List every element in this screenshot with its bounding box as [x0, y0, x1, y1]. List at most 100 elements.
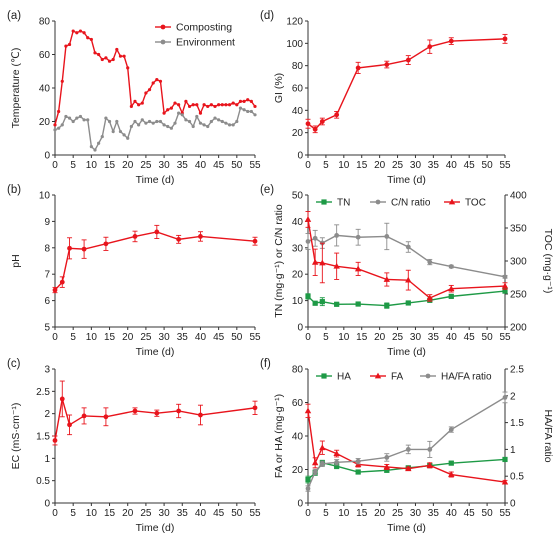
- data-point: [249, 109, 253, 114]
- y-tick-label: 40: [292, 106, 304, 117]
- x-tick-label: 25: [392, 508, 404, 519]
- x-tick-label: 15: [356, 508, 368, 519]
- data-point: [355, 458, 361, 464]
- data-point: [311, 258, 319, 265]
- series-environment: [53, 106, 257, 152]
- data-point: [52, 287, 58, 293]
- data-point: [246, 109, 250, 114]
- data-point: [97, 141, 101, 145]
- y-tick-label: 1: [44, 454, 50, 465]
- y-right-tick-label: 300: [510, 257, 527, 268]
- y-tick-label: 0: [297, 323, 303, 334]
- y-tick-label: 20: [292, 270, 304, 281]
- data-point: [166, 108, 170, 112]
- legend-label: FA: [391, 372, 404, 383]
- x-tick-label: 45: [213, 508, 225, 519]
- x-tick-label: 35: [428, 508, 440, 519]
- y-tick-label: 60: [39, 50, 51, 61]
- legend-label: HA/FA ratio: [441, 372, 492, 383]
- data-point: [104, 56, 108, 60]
- x-tick-label: 55: [499, 508, 511, 519]
- x-tick-label: 40: [446, 332, 458, 343]
- data-point: [107, 59, 112, 63]
- x-tick-label: 35: [428, 332, 440, 343]
- x-tick-label: 15: [104, 160, 116, 171]
- data-point: [133, 99, 137, 103]
- x-tick-label: 0: [305, 160, 311, 171]
- x-tick-label: 55: [249, 508, 261, 519]
- data-point: [224, 103, 228, 107]
- x-tick-label: 35: [428, 160, 440, 171]
- data-point: [227, 103, 232, 107]
- data-point: [502, 36, 508, 42]
- panel-letter: (f): [260, 358, 271, 370]
- x-tick-label: 15: [356, 332, 368, 343]
- data-point: [246, 98, 250, 102]
- x-tick-label: 30: [159, 332, 171, 343]
- data-point: [111, 129, 115, 134]
- x-tick-label: 45: [464, 160, 476, 171]
- data-point: [147, 88, 152, 92]
- data-point: [176, 408, 182, 414]
- data-point: [154, 229, 160, 235]
- data-point: [319, 119, 325, 124]
- series-line: [54, 231, 256, 291]
- data-point: [334, 301, 340, 307]
- x-tick-label: 45: [464, 332, 476, 343]
- y-tick-label: 3: [44, 365, 50, 376]
- data-point: [155, 119, 159, 124]
- x-tick-label: 25: [392, 160, 404, 171]
- data-point: [217, 118, 221, 122]
- x-tick-label: 5: [70, 508, 76, 519]
- y-axis-label: EC (mS·cm⁻¹): [10, 403, 22, 470]
- data-point: [115, 47, 119, 52]
- data-point: [154, 410, 160, 416]
- data-point: [202, 103, 206, 107]
- data-point: [195, 114, 199, 119]
- x-tick-label: 25: [140, 508, 152, 519]
- data-point: [231, 123, 235, 127]
- panel-letter: (b): [7, 184, 21, 196]
- series-c-n-ratio: [305, 222, 508, 280]
- data-point: [502, 288, 508, 294]
- legend-marker: [321, 199, 327, 205]
- x-tick-label: 40: [195, 160, 207, 171]
- data-point: [206, 124, 210, 129]
- data-point: [86, 118, 90, 122]
- data-point: [305, 476, 311, 483]
- data-point: [448, 264, 454, 269]
- data-point: [67, 116, 72, 120]
- data-point: [53, 128, 57, 132]
- series-line: [307, 290, 506, 307]
- data-point: [383, 463, 390, 470]
- data-point: [158, 119, 163, 124]
- y-axis-label: pH: [10, 254, 22, 267]
- y-axis-label: GI (%): [273, 73, 285, 103]
- y-tick-label: 40: [292, 432, 304, 443]
- x-tick-label: 55: [499, 332, 511, 343]
- y-right-tick-label: 250: [510, 290, 527, 301]
- legend-label: Environment: [176, 37, 235, 49]
- y-right-tick-label: 2.5: [510, 365, 524, 376]
- data-point: [126, 66, 130, 70]
- x-tick-label: 30: [159, 160, 171, 171]
- data-point: [100, 134, 104, 139]
- data-point: [213, 116, 217, 120]
- data-point: [305, 486, 311, 491]
- data-point: [304, 407, 312, 414]
- data-point: [231, 101, 235, 105]
- data-point: [334, 459, 340, 465]
- data-point: [253, 104, 257, 109]
- data-point: [97, 52, 101, 57]
- data-point: [140, 118, 144, 122]
- data-point: [126, 136, 130, 140]
- x-tick-label: 50: [482, 508, 494, 519]
- data-point: [384, 62, 390, 67]
- series-fa: [304, 403, 509, 485]
- y-tick-label: 2: [44, 409, 50, 420]
- data-point: [209, 119, 213, 124]
- x-tick-label: 5: [70, 332, 76, 343]
- y-tick-label: 120: [286, 17, 303, 28]
- x-tick-label: 20: [122, 160, 134, 171]
- y-tick-label: 8: [44, 243, 50, 254]
